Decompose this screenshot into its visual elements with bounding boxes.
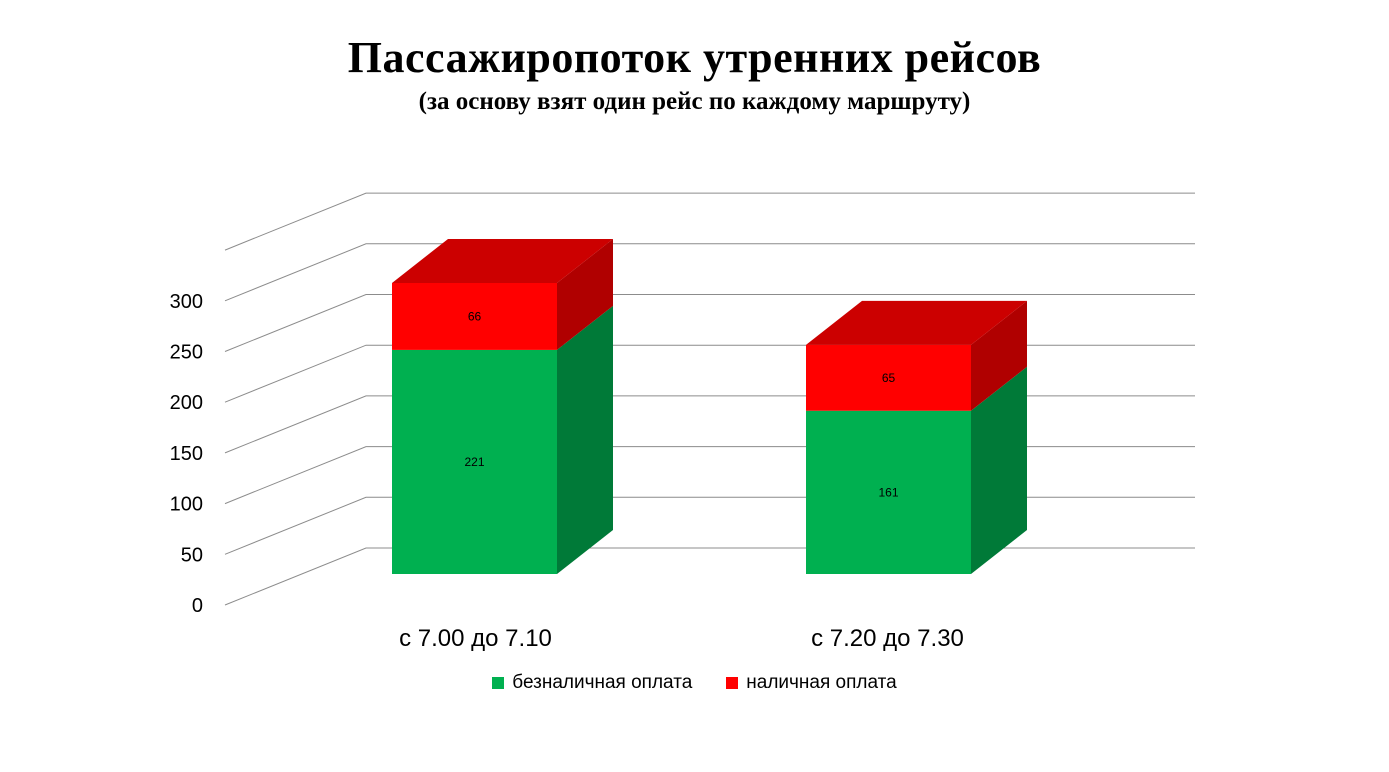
chart-subtitle: (за основу взят один рейс по каждому мар… xyxy=(418,88,971,115)
legend-label: наличная оплата xyxy=(746,672,897,693)
bar-side xyxy=(971,300,1027,411)
y-tick-label: 300 xyxy=(170,291,203,313)
y-tick-label: 200 xyxy=(170,392,203,414)
legend-item: наличная оплата xyxy=(726,672,897,694)
y-tick-label: 100 xyxy=(170,494,203,516)
legend-swatch xyxy=(492,677,505,689)
data-label: 65 xyxy=(882,371,896,385)
data-label: 161 xyxy=(878,485,898,499)
bar-side xyxy=(557,305,613,574)
bar-side xyxy=(557,238,613,350)
gridline xyxy=(224,294,1195,352)
data-label: 221 xyxy=(464,455,484,469)
bar-top xyxy=(392,238,613,283)
gridline xyxy=(224,192,1195,251)
bar-segment xyxy=(806,410,971,574)
data-label: 66 xyxy=(468,309,482,323)
legend: безналичная оплата наличная оплата xyxy=(0,672,1389,694)
legend-swatch xyxy=(726,677,739,689)
bar-top xyxy=(806,300,1027,345)
gridline xyxy=(224,547,1195,606)
chart-title: Пассажиропоток утренних рейсов xyxy=(347,33,1042,82)
legend-label: безналичная оплата xyxy=(512,672,693,693)
legend-item: безналичная оплата xyxy=(492,672,692,694)
bar-segment xyxy=(392,349,557,574)
x-axis: с 7.00 до 7.10 с 7.20 до 7.30 xyxy=(399,625,964,652)
x-tick-label: с 7.00 до 7.10 xyxy=(399,625,552,652)
gridline xyxy=(224,496,1195,555)
y-axis: 0 50 100 150 200 250 300 xyxy=(170,291,203,617)
bar-side xyxy=(971,366,1027,574)
bars: 221 66 161 65 xyxy=(392,238,1027,574)
x-tick-label: с 7.20 до 7.30 xyxy=(811,625,964,652)
gridline xyxy=(224,395,1195,454)
y-tick-label: 50 xyxy=(181,544,203,566)
gridline xyxy=(224,344,1195,403)
bar-segment xyxy=(392,282,557,350)
gridlines xyxy=(224,192,1195,606)
gridline xyxy=(224,243,1195,302)
gridline xyxy=(224,446,1195,505)
y-tick-label: 0 xyxy=(192,595,203,617)
bar-segment xyxy=(806,344,971,411)
y-tick-label: 150 xyxy=(170,443,203,465)
y-tick-label: 250 xyxy=(170,342,203,364)
